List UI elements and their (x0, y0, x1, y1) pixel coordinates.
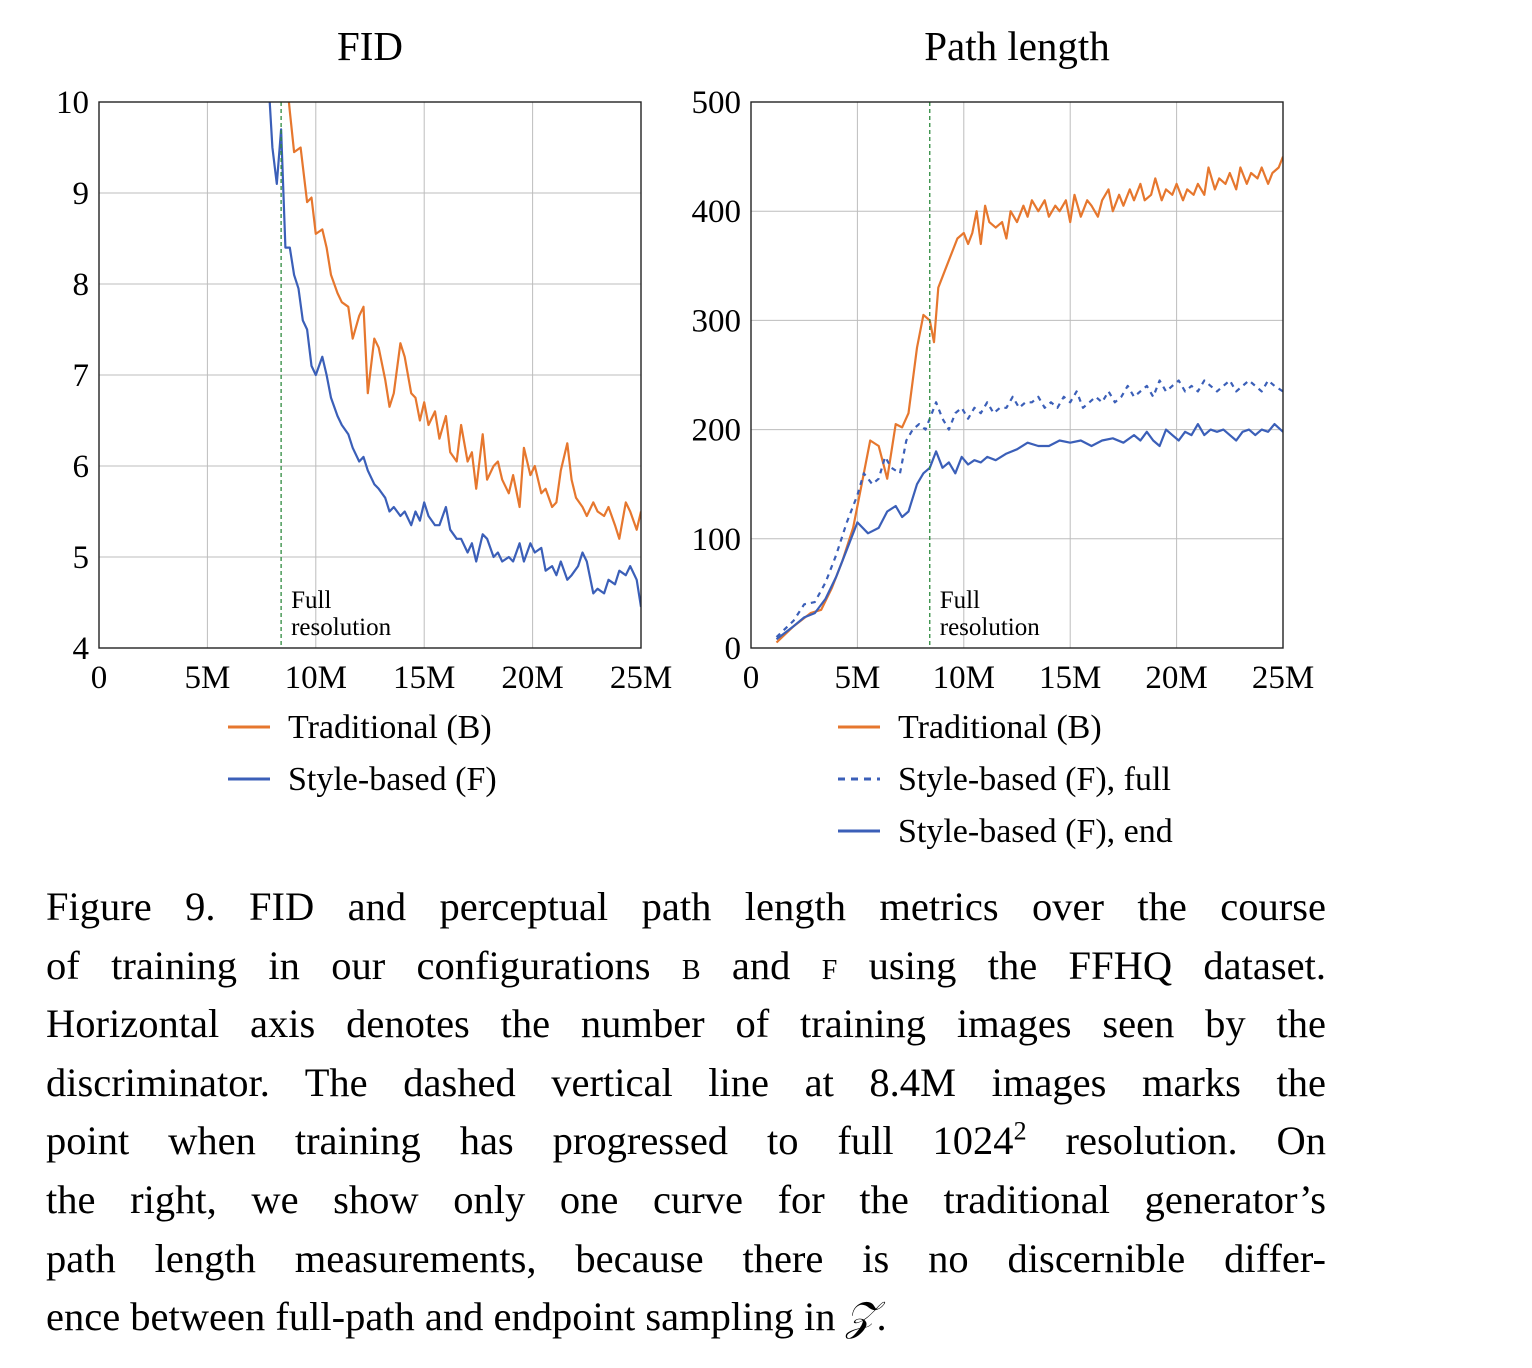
x-tick-label: 5M (184, 660, 230, 696)
legend-label: Style-based (F), end (898, 813, 1173, 850)
caption-line: the right, we show only one curve for th… (46, 1176, 1326, 1222)
legend-label: Traditional (B) (898, 709, 1102, 746)
y-tick-label: 7 (73, 358, 90, 394)
series-line-traditional-b (287, 102, 641, 540)
legend-label: Style-based (F), full (898, 761, 1171, 798)
marker-label: resolution (940, 614, 1040, 641)
y-tick-label: 9 (73, 176, 90, 212)
chart-title: FID (337, 23, 403, 69)
marker-label: Full (940, 587, 980, 614)
x-tick-label: 15M (1039, 660, 1101, 696)
x-tick-label: 25M (610, 660, 672, 696)
caption-line: discriminator. The dashed vertical line … (46, 1059, 1326, 1105)
plot-frame (750, 101, 1284, 649)
y-tick-label: 6 (73, 449, 90, 485)
y-tick-label: 0 (725, 631, 742, 667)
caption-line: point when training has progressed to fu… (46, 1116, 1327, 1164)
y-tick-label: 5 (73, 540, 90, 576)
plot-frame (98, 101, 642, 649)
x-tick-label: 5M (834, 660, 880, 696)
marker-label: Full (291, 587, 331, 614)
y-tick-label: 200 (692, 413, 742, 449)
figure-caption: Figure 9. FID and perceptual path length… (46, 878, 1326, 1347)
legend-label: Style-based (F) (288, 761, 497, 798)
legend-label: Traditional (B) (288, 709, 492, 746)
y-tick-label: 4 (73, 631, 90, 667)
series-line-style-based-f-end (775, 423, 1283, 641)
caption-line: Horizontal axis denotes the number of tr… (46, 1001, 1326, 1047)
series-line-traditional-b (775, 156, 1283, 644)
y-tick-label: 500 (692, 85, 742, 121)
y-tick-label: 8 (73, 267, 90, 303)
series-line-style-based-f (268, 102, 641, 608)
x-tick-label: 10M (285, 660, 347, 696)
chart-fid: FID 0 5M 10M 15M 20M 25M 4 5 6 7 8 9 10 Fullresolution… (56, 23, 672, 798)
caption-line: path length measurements, because there … (46, 1235, 1326, 1281)
y-tick-label: 400 (692, 194, 742, 230)
x-tick-label: 0 (91, 660, 108, 696)
caption-line: of training in our configurations b and … (46, 942, 1326, 988)
chart-path-length: Path length 0 5M 10M 15M 20M 25M 0 100 200 300 400 5… (692, 23, 1315, 850)
caption-line: ence between full-path and endpoint samp… (46, 1294, 887, 1340)
x-tick-label: 0 (743, 660, 760, 696)
series-line-style-based-f-full (775, 379, 1283, 638)
chart-title: Path length (924, 23, 1110, 69)
caption-line: Figure 9. FID and perceptual path length… (46, 884, 1326, 929)
x-tick-label: 20M (1145, 660, 1207, 696)
marker-label: resolution (291, 614, 391, 641)
x-tick-label: 10M (933, 660, 995, 696)
y-tick-label: 10 (56, 85, 89, 121)
y-tick-label: 300 (692, 303, 742, 339)
y-tick-label: 100 (692, 522, 742, 558)
x-tick-label: 25M (1252, 660, 1314, 696)
x-tick-label: 15M (393, 660, 455, 696)
x-tick-label: 20M (501, 660, 563, 696)
